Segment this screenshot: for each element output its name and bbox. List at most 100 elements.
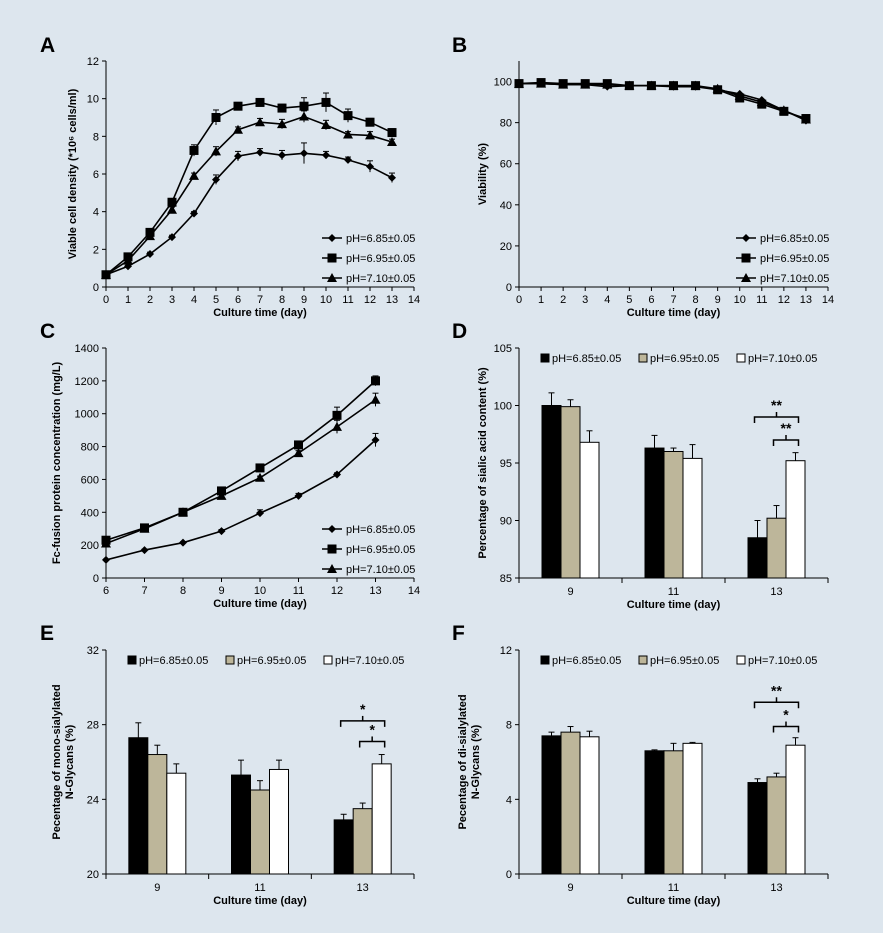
bar [644,447,665,579]
y-tick-label: 8 [506,720,512,732]
series-line [105,115,393,276]
data-point [344,155,352,164]
bar [785,744,806,875]
data-point [371,436,380,444]
bar [371,763,392,875]
y-axis-title: Percentage of sialic acid content (%) [477,367,489,559]
bar [747,782,768,875]
legend-item: pH=6.95±0.05 [322,544,415,556]
bracket-line [772,439,800,446]
y-tick-label: 200 [81,540,99,552]
y-tick-label: 95 [500,458,512,470]
series-ph-7-10-0-05 [101,392,381,548]
data-point [558,79,569,89]
data-point [370,394,381,404]
panel-e: E 20 24 28 32 Pecentage of mono-sialylated N-G… [40,622,415,907]
legend-swatch [736,655,746,665]
bar [333,819,354,875]
data-point [756,97,767,107]
y-tick-label: 0 [93,573,99,585]
y-tick-label: 0 [93,282,99,294]
data-point [734,90,745,100]
legend-swatch [638,353,648,363]
x-tick-label: 4 [604,294,610,306]
x-tick-label: 13 [357,882,369,894]
bar [682,742,703,875]
x-tick-label: 14 [822,294,834,306]
x-tick-label: 13 [386,294,398,306]
significance-bracket: * [339,701,386,727]
x-tick-label: 2 [147,294,153,306]
panel-letter: D [452,320,467,343]
series-ph-7-10-0-05 [166,754,392,875]
data-point [146,250,154,259]
bar [682,457,703,579]
legend-swatch [638,655,648,665]
legend-item: pH=6.85±0.05 [736,233,829,245]
x-axis-title: Culture time (day) [627,895,721,907]
bar [231,774,251,875]
data-point [217,527,226,536]
data-point [536,78,547,88]
bar [352,808,373,875]
data-point [712,83,723,93]
x-axis-title: Culture time (day) [627,307,721,319]
significance-bracket: * [358,721,386,748]
data-point [333,470,341,479]
x-tick-label: 11 [668,882,679,894]
significance-bracket: ** [772,420,800,446]
bar [663,451,684,579]
data-point [646,80,657,90]
x-tick-label: 13 [800,294,812,306]
x-tick-label: 5 [626,294,632,306]
x-tick-label: 11 [756,294,767,306]
x-tick-label: 6 [235,294,241,306]
y-axis-title-group: Pecentage of mono-sialylated N-Glycans (%… [51,684,76,839]
y-axis-title: Pecentage of mono-sialylated [51,684,63,839]
series-ph-6-85-0-05 [541,392,768,579]
series-line [105,399,376,545]
legend-marker [328,525,336,533]
legend-item: pH=7.10±0.05 [323,655,404,667]
y-tick-label: 400 [81,507,99,519]
data-point [256,509,264,518]
data-point [371,376,380,386]
y-tick-label: 1000 [75,409,99,421]
data-point [366,162,374,171]
data-point [299,111,309,121]
x-tick-label: 9 [154,882,160,894]
bar [128,737,149,875]
bar [766,776,787,875]
legend-label: pH=7.10±0.05 [748,353,817,365]
data-point [256,148,264,157]
data-point [690,80,701,90]
legend-item: pH=6.95±0.05 [638,353,719,365]
legend-item: pH=6.85±0.05 [540,655,621,667]
y-tick-label: 40 [500,200,512,212]
x-tick-label: 8 [693,294,699,306]
bar [541,735,562,875]
y-axis-title: Viability (%) [477,143,489,205]
legend-label: pH=7.10±0.05 [335,655,404,667]
data-point [365,130,375,140]
legend-label: pH=6.95±0.05 [237,655,306,667]
bracket-line [339,720,386,727]
data-point [321,120,331,130]
data-point [278,151,286,160]
data-point [168,233,176,242]
data-point [299,101,309,111]
y-tick-label: 0 [506,869,512,881]
x-tick-label: 9 [567,882,573,894]
legend-item: pH=7.10±0.05 [322,273,415,285]
x-tick-label: 11 [254,882,265,894]
bar [560,406,581,579]
y-tick-label: 0 [506,282,512,294]
y-tick-label: 80 [500,118,512,130]
legend-label: pH=6.95±0.05 [650,655,719,667]
data-point [294,440,303,450]
y-tick-label: 800 [81,442,99,454]
x-tick-label: 1 [538,294,544,306]
significance-label: * [783,707,789,723]
panel-letter: B [452,34,467,57]
